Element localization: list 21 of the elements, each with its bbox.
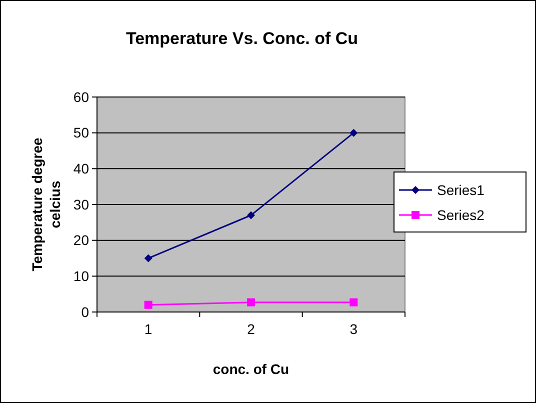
y-tick-label: 40	[73, 160, 90, 177]
point	[144, 300, 152, 309]
y-tick-label: 20	[73, 232, 90, 248]
point	[350, 298, 358, 306]
legend-label: Series2	[437, 206, 485, 223]
chart-title: Temperature Vs. Conc. of Cu	[126, 29, 358, 48]
x-tick-label: 1	[144, 321, 152, 337]
y-tick-label: 60	[73, 88, 90, 105]
y-axis-title: Temperature degree celcius	[29, 138, 63, 272]
x-tick-label: 2	[247, 321, 256, 337]
x-axis-title: conc. of Cu	[212, 361, 290, 377]
point	[247, 211, 255, 220]
point	[350, 128, 358, 137]
x-tick-label: 3	[350, 321, 358, 337]
y-tick-label: 0	[81, 304, 90, 320]
legend-label: Series1	[437, 182, 485, 198]
y-tick-label: 10	[73, 268, 90, 284]
point	[144, 254, 152, 262]
point	[247, 298, 255, 306]
y-tick-label: 30	[73, 196, 90, 212]
y-tick-label: 50	[73, 124, 90, 141]
